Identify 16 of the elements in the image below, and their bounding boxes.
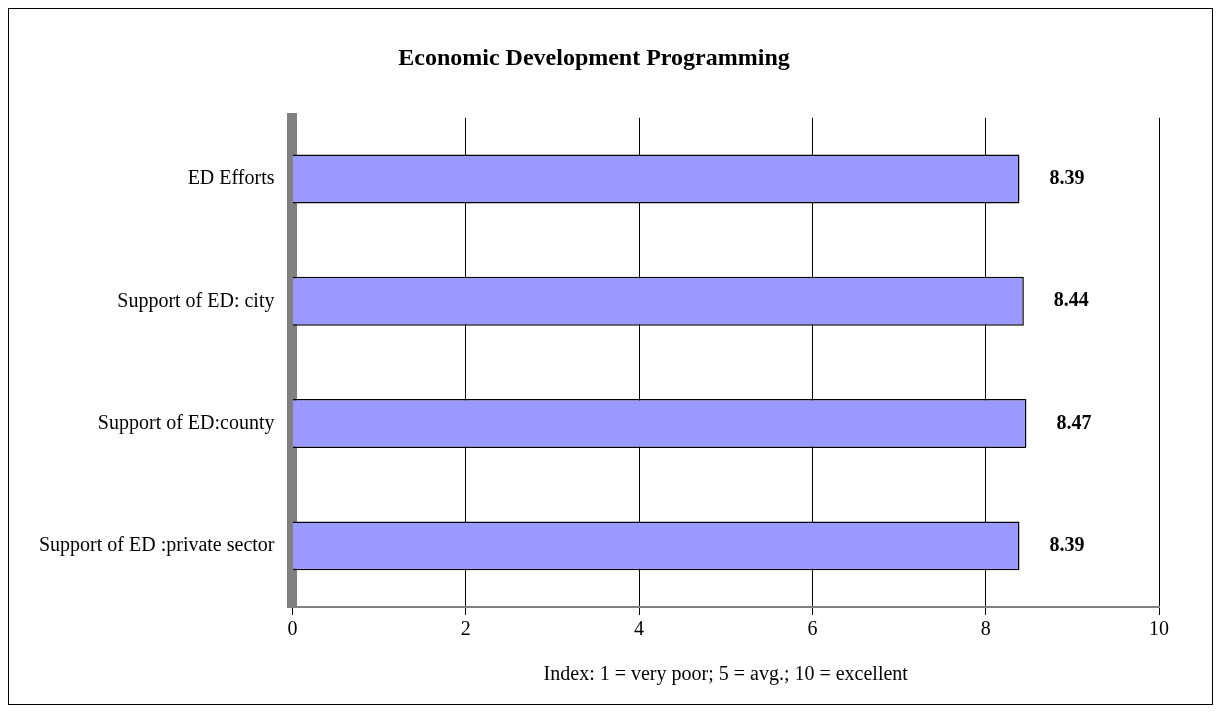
x-tick-label: 10 [1149,617,1169,640]
data-label: 8.39 [1049,533,1085,556]
data-label: 8.47 [1056,410,1092,433]
chart-title: Economic Development Programming [398,43,790,70]
y-tick-label: Support of ED:county [97,410,275,434]
x-tick-label: 2 [460,617,471,640]
data-label: 8.39 [1049,166,1085,189]
data-label: 8.44 [1053,288,1089,311]
x-tick-label: 6 [807,617,818,640]
y-tick-label: Support of ED :private sector [39,533,275,557]
x-tick-label: 0 [287,617,298,640]
x-tick-label: 4 [634,617,645,640]
y-tick-label: Support of ED: city [117,288,275,312]
x-axis-title: Index: 1 = very poor; 5 = avg.; 10 = excellent [543,662,909,686]
x-tick-label: 8 [980,617,991,640]
y-tick-label: ED Efforts [187,166,275,189]
